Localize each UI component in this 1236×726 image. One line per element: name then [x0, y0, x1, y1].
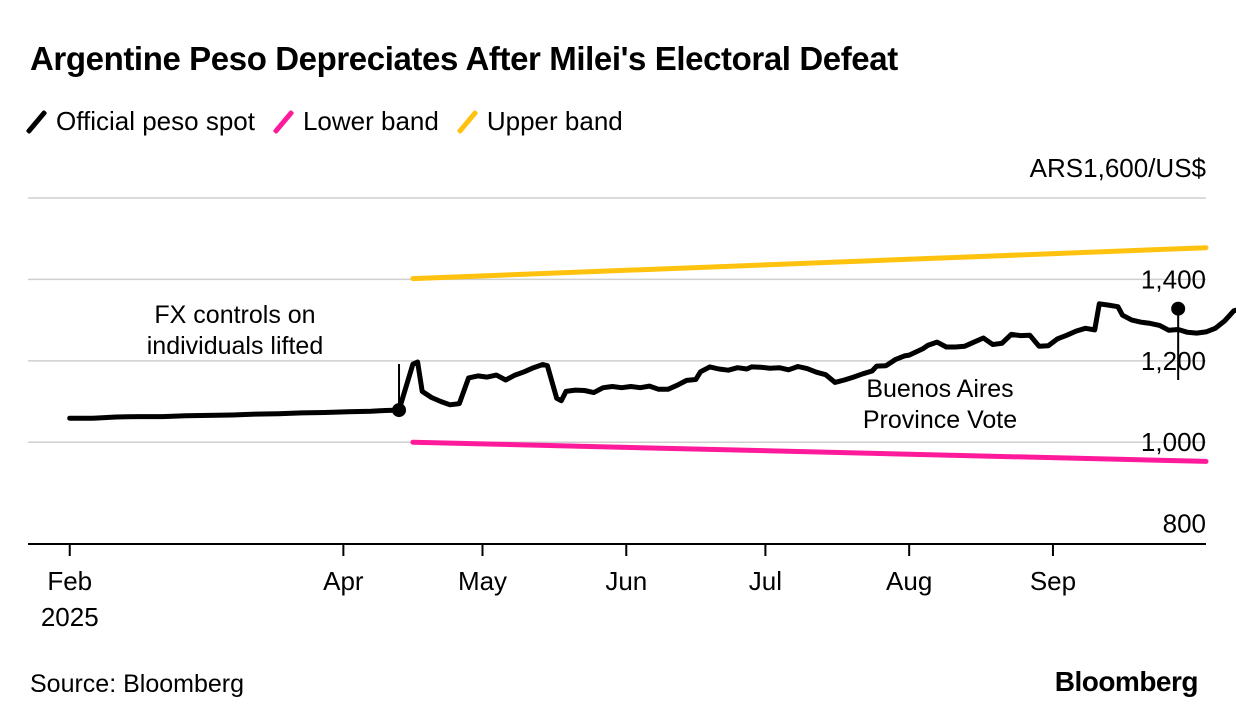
annotation-text: Buenos Aires: [866, 375, 1013, 403]
bloomberg-logo: Bloomberg: [1054, 666, 1199, 697]
series-line-upper-band: [410, 245, 1209, 282]
series-line-official-peso-spot: [67, 301, 1236, 421]
y-tick-label: 800: [1163, 509, 1206, 539]
x-tick-label: Apr: [323, 566, 364, 596]
x-year-label: 2025: [41, 602, 99, 632]
y-tick-label: 1,400: [1141, 264, 1206, 294]
y-tick-label: 1,200: [1141, 346, 1206, 376]
x-tick-label: Jul: [749, 566, 782, 596]
x-tick-label: Feb: [47, 566, 92, 596]
series-line-lower-band: [410, 439, 1209, 464]
y-tick-label: 1,000: [1141, 427, 1206, 457]
legend-item-upper-band: Upper band: [456, 106, 623, 137]
chart-title: Argentine Peso Depreciates After Milei's…: [30, 40, 898, 77]
legend-label: Official peso spot: [56, 106, 255, 136]
x-tick-label: Aug: [886, 566, 932, 596]
legend-label: Lower band: [302, 106, 439, 136]
x-tick-label: Jun: [605, 566, 647, 596]
source-note: Source: Bloomberg: [30, 670, 245, 698]
annotation-text: Province Vote: [863, 406, 1017, 434]
annotation-marker: [392, 403, 407, 418]
annotation-text: FX controls on: [154, 301, 315, 329]
x-tick-label: May: [458, 566, 507, 596]
annotation-text: individuals lifted: [147, 332, 324, 360]
legend-item-official-spot: Official peso spot: [25, 106, 255, 137]
legend: Official peso spot Lower band Upper band: [25, 106, 645, 137]
legend-item-lower-band: Lower band: [272, 106, 439, 137]
annotation-marker: [1171, 301, 1186, 316]
legend-label: Upper band: [486, 106, 623, 136]
y-axis-units-label: ARS1,600/US$: [1029, 153, 1206, 183]
x-tick-label: Sep: [1030, 566, 1076, 596]
